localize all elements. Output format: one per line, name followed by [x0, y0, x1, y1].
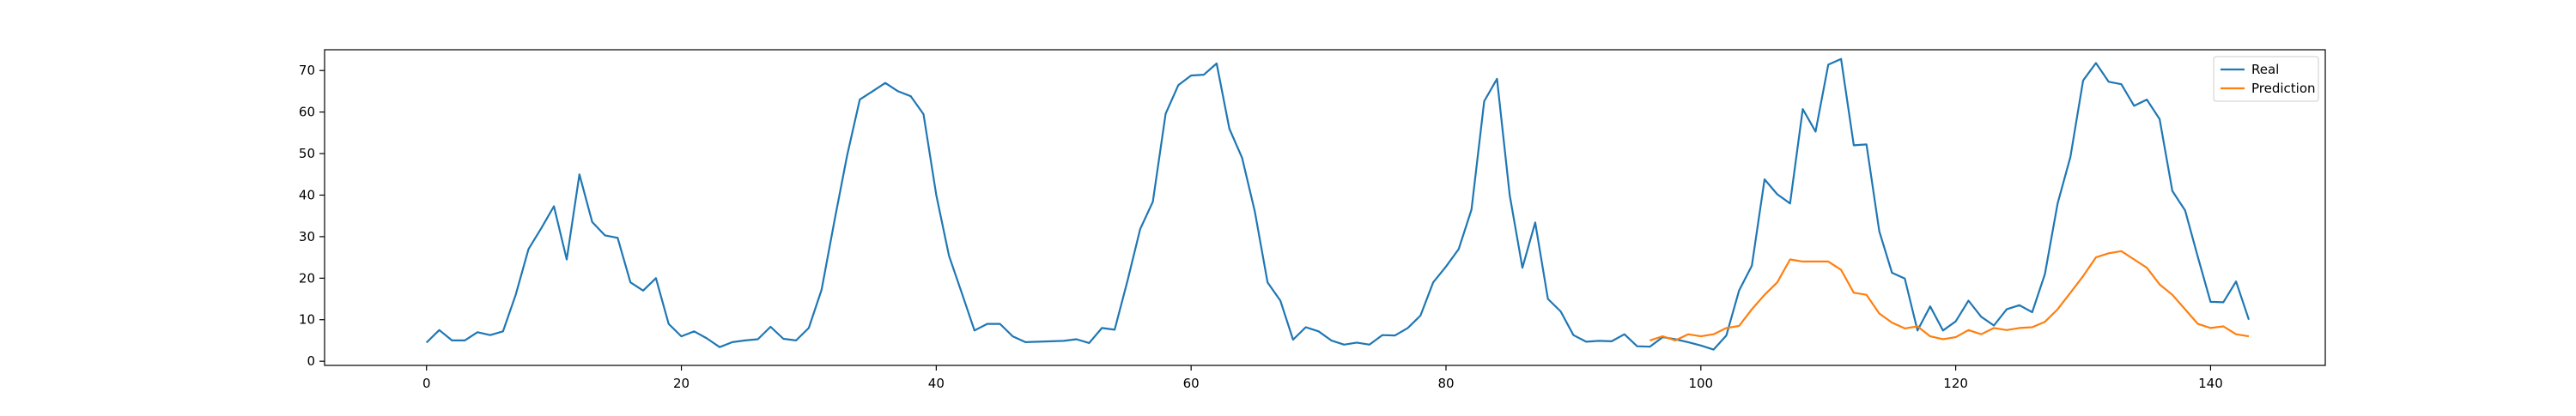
- y-tick-label: 50: [299, 146, 315, 161]
- legend-label-prediction: Prediction: [2251, 81, 2316, 96]
- x-tick-label: 40: [928, 376, 945, 391]
- series-layer: [425, 57, 2251, 351]
- x-tick-label: 20: [673, 376, 690, 391]
- x-tick-label: 0: [422, 376, 431, 391]
- y-tick-label: 20: [299, 270, 315, 286]
- y-tick-label: 60: [299, 105, 315, 120]
- y-tick-label: 70: [299, 63, 315, 78]
- axes: 0 20 40 60 80 100 120 140 0 10 20 30 40 50 60 70: [299, 49, 2326, 391]
- y-tick-label: 0: [307, 353, 315, 369]
- x-tick-label: 100: [1688, 376, 1713, 391]
- series-line-real: [425, 57, 2251, 351]
- x-tick-label: 60: [1183, 376, 1200, 391]
- y-tick-label: 10: [299, 312, 315, 328]
- y-tick-label: 40: [299, 187, 315, 202]
- legend-box: [2213, 56, 2319, 102]
- x-tick-label: 120: [1943, 376, 1968, 391]
- x-tick-label: 140: [2198, 376, 2223, 391]
- plot-frame: [324, 49, 2326, 366]
- x-tick-label: 80: [1437, 376, 1454, 391]
- legend-label-real: Real: [2251, 62, 2279, 77]
- legend: Real Prediction: [2213, 56, 2319, 102]
- y-tick-label: 30: [299, 229, 315, 244]
- series-line-prediction: [1649, 250, 2250, 341]
